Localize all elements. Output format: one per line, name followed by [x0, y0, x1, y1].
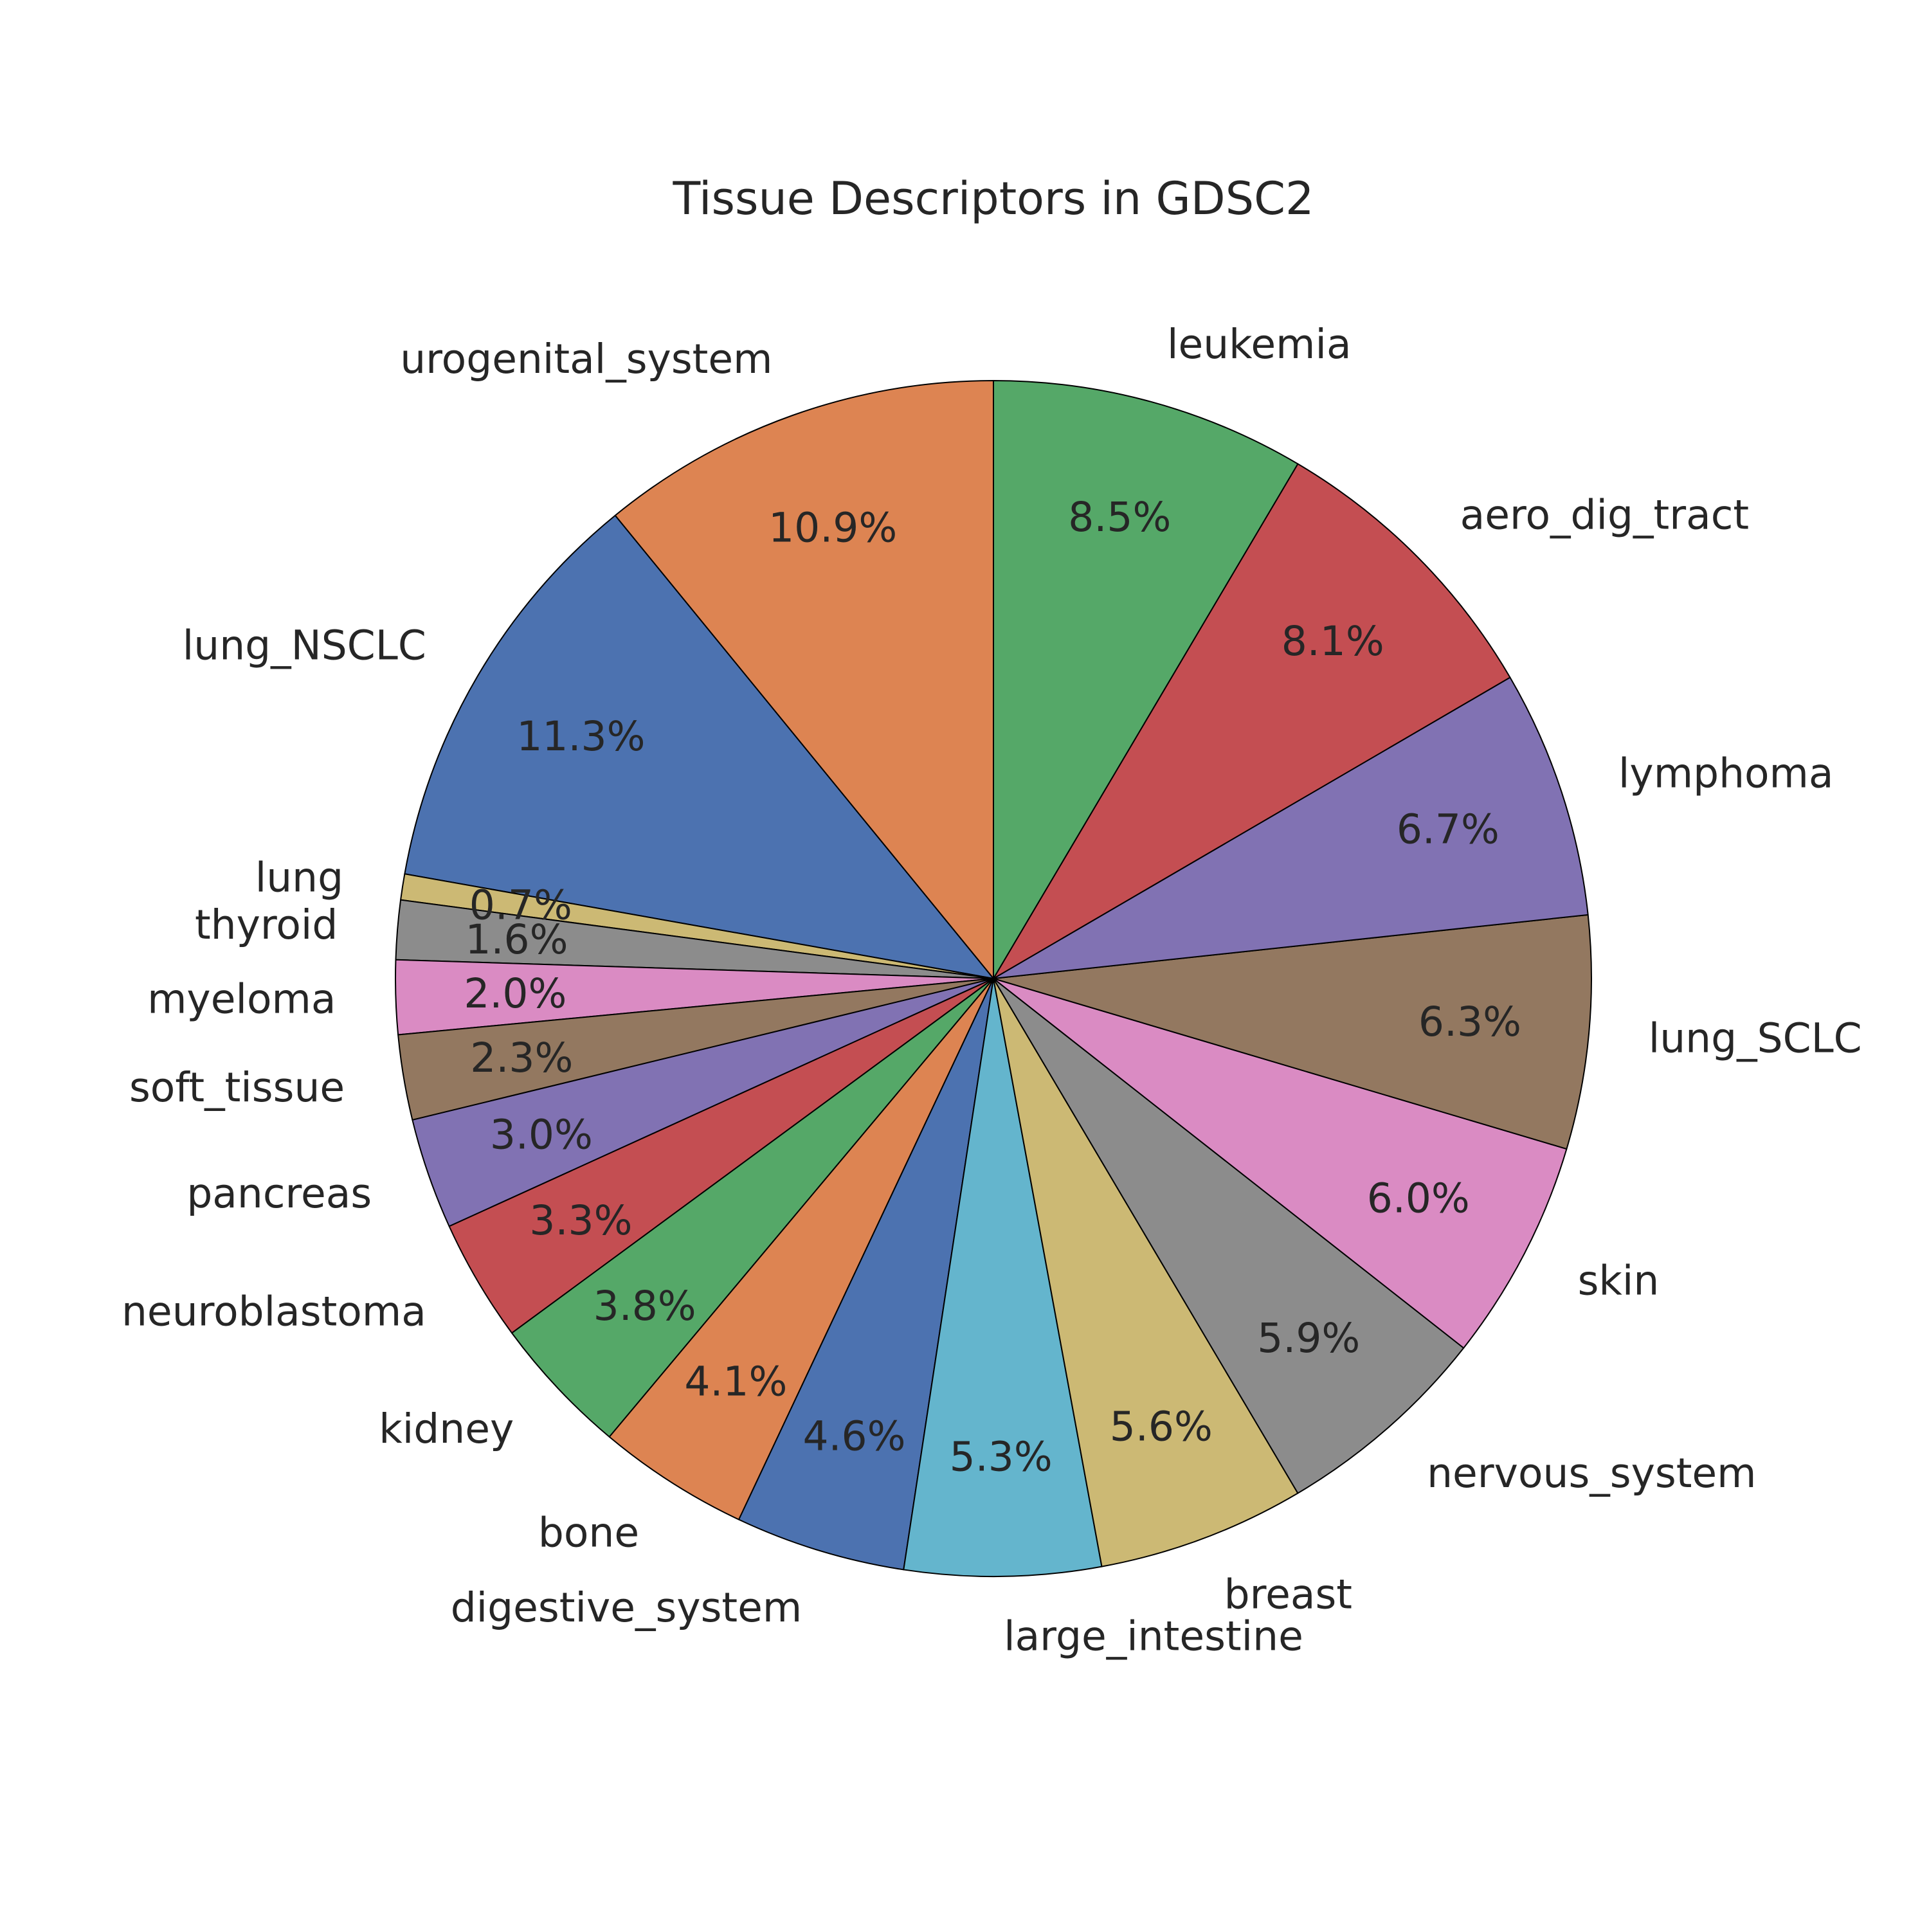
pct-label-lung-sclc: 6.3% — [1418, 998, 1521, 1045]
category-label-breast: breast — [1224, 1571, 1352, 1618]
pct-label-bone: 4.1% — [684, 1358, 787, 1405]
category-label-kidney: kidney — [379, 1405, 514, 1452]
pct-label-lung: 0.7% — [469, 881, 572, 928]
category-label-leukemia: leukemia — [1167, 321, 1352, 368]
category-label-digestive-system: digestive_system — [451, 1584, 802, 1631]
pie-slice-large-intestine — [903, 978, 1103, 1577]
category-label-thyroid: thyroid — [195, 901, 338, 948]
pie-slice-lymphoma — [993, 676, 1589, 979]
pct-label-breast: 5.6% — [1110, 1403, 1213, 1450]
pct-label-lung-nsclc: 11.3% — [516, 713, 645, 760]
category-label-skin: skin — [1578, 1258, 1660, 1305]
pct-label-lymphoma: 6.7% — [1397, 806, 1499, 853]
chart-title: Tissue Descriptors in GDSC2 — [672, 172, 1314, 225]
category-label-bone: bone — [538, 1510, 639, 1557]
pie-slice-urogenital-system — [614, 380, 994, 979]
pct-label-urogenital-system: 10.9% — [768, 505, 897, 552]
pct-label-nervous-system: 5.9% — [1257, 1315, 1360, 1362]
pie-slice-skin — [993, 978, 1568, 1349]
category-label-aero-dig-tract: aero_dig_tract — [1460, 491, 1749, 538]
category-label-lymphoma: lymphoma — [1618, 750, 1834, 797]
pie-slice-kidney — [511, 978, 994, 1438]
pie-slices — [395, 380, 1593, 1577]
pct-label-large-intestine: 5.3% — [950, 1433, 1053, 1480]
pie-slice-lung-nsclc — [404, 514, 994, 979]
pie-slice-leukemia — [993, 380, 1299, 979]
pie-slice-lung-sclc — [993, 914, 1593, 1150]
pct-label-digestive-system: 4.6% — [802, 1413, 905, 1459]
pct-label-myeloma: 2.0% — [464, 970, 566, 1017]
pie-slice-breast — [993, 978, 1299, 1567]
pct-label-soft-tissue: 2.3% — [470, 1034, 573, 1081]
pct-label-neuroblastoma: 3.3% — [529, 1197, 632, 1244]
category-label-nervous-system: nervous_system — [1427, 1450, 1756, 1497]
pct-label-leukemia: 8.5% — [1068, 494, 1171, 541]
category-label-myeloma: myeloma — [147, 976, 336, 1023]
category-label-lung-nsclc: lung_NSCLC — [183, 622, 426, 669]
pct-label-pancreas: 3.0% — [490, 1112, 593, 1159]
pct-label-aero-dig-tract: 8.1% — [1281, 618, 1384, 665]
category-label-lung-sclc: lung_SCLC — [1649, 1015, 1862, 1062]
category-label-large-intestine: large_intestine — [1004, 1612, 1303, 1659]
category-label-pancreas: pancreas — [186, 1170, 372, 1217]
pie-slice-digestive-system — [738, 978, 994, 1571]
category-label-neuroblastoma: neuroblastoma — [122, 1288, 426, 1335]
category-label-lung: lung — [255, 854, 343, 901]
pie-labels: 10.9% urogenital_system 11.3% lung_NSCLC 0.7… — [122, 321, 1862, 1660]
pie-slice-aero-dig-tract — [993, 463, 1511, 979]
pct-label-kidney: 3.8% — [593, 1283, 696, 1330]
pie-slice-nervous-system — [993, 978, 1465, 1494]
category-label-urogenital-system: urogenital_system — [400, 336, 772, 383]
pct-label-skin: 6.0% — [1367, 1175, 1470, 1222]
pct-label-thyroid: 1.6% — [465, 916, 568, 963]
category-label-soft-tissue: soft_tissue — [129, 1064, 345, 1111]
pie-slice-bone — [608, 978, 994, 1521]
